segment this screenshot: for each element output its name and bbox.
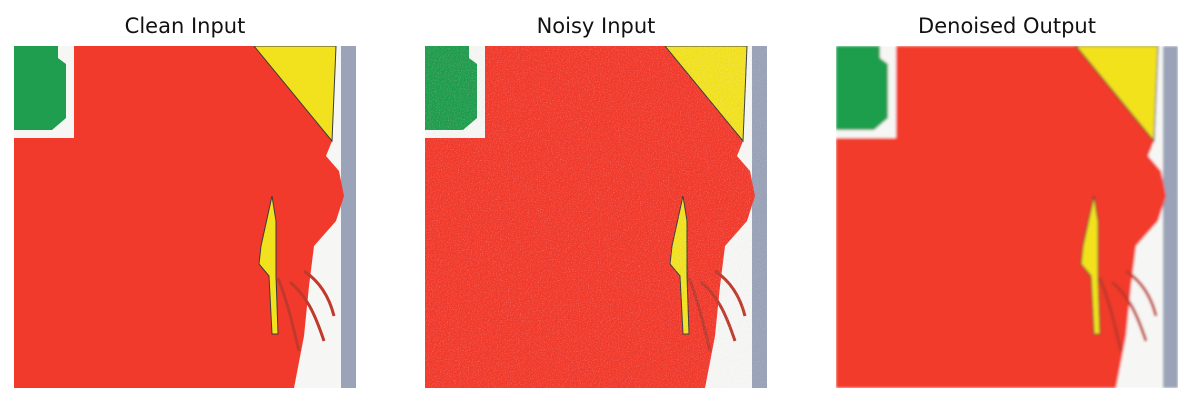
denoised-image [836, 46, 1178, 388]
panel-clean: Clean Input [14, 0, 356, 403]
panel-denoised: Denoised Output [836, 0, 1178, 403]
panel-title: Denoised Output [918, 14, 1096, 38]
clean-image [14, 46, 356, 388]
panel-title: Clean Input [124, 14, 246, 38]
noisy-image [425, 46, 767, 388]
panel-noisy: Noisy Input [425, 0, 767, 403]
panel-title: Noisy Input [536, 14, 656, 38]
